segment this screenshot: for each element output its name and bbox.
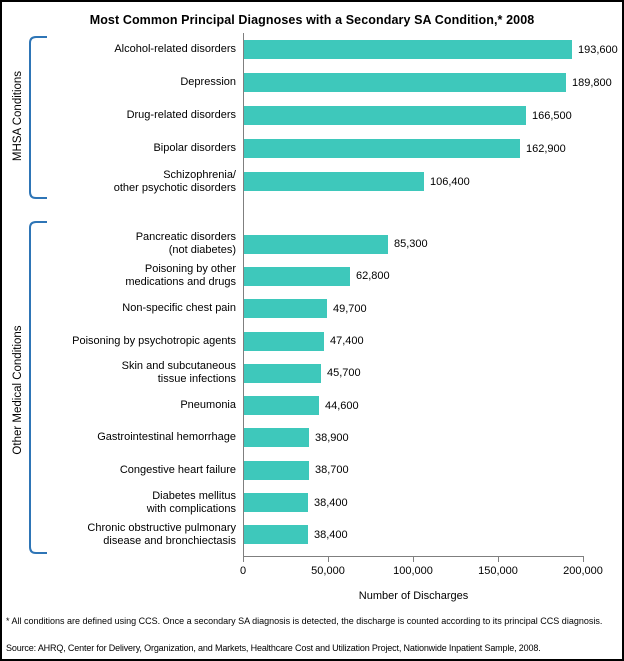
value-label: 62,800 (356, 270, 390, 283)
bar (243, 428, 309, 448)
value-label: 38,700 (315, 464, 349, 477)
value-label: 162,900 (526, 142, 566, 155)
bar-zone: 193,600 (243, 33, 622, 66)
bar-zone: 47,400 (243, 325, 622, 357)
bar-zone: 38,900 (243, 422, 622, 454)
category-label: Chronic obstructive pulmonary disease an… (87, 521, 236, 547)
bar-row: Non-specific chest pain 49,700 (2, 293, 622, 325)
other-medical-bar-group: Pancreatic disorders (not diabetes) 85,30… (2, 228, 622, 551)
bar-row: Drug-related disorders 166,500 (2, 99, 622, 132)
source-note: Source: AHRQ, Center for Delivery, Organ… (6, 643, 541, 653)
x-axis-tick (328, 557, 329, 562)
bar (243, 40, 572, 59)
bar-row: Alcohol-related disorders 193,600 (2, 33, 622, 66)
category-label: Diabetes mellitus with complications (146, 489, 236, 515)
value-label: 45,700 (327, 367, 361, 380)
x-axis: 0 50,000 100,000 150,000 200,000 (240, 556, 603, 586)
value-label: 85,300 (394, 238, 428, 251)
x-axis-tick (583, 557, 584, 562)
footnote: * All conditions are defined using CCS. … (6, 616, 603, 626)
bar (243, 234, 388, 254)
bar (243, 299, 327, 319)
bar (243, 525, 308, 545)
bar-row: Chronic obstructive pulmonary disease an… (2, 519, 622, 551)
bar (243, 363, 321, 383)
x-axis-tick-label: 0 (239, 565, 247, 577)
category-label: Schizophrenia/ other psychotic disorders (113, 168, 236, 194)
bar-zone: 44,600 (243, 389, 622, 421)
value-label: 49,700 (333, 302, 367, 315)
value-label: 189,800 (572, 76, 612, 89)
bar (243, 106, 526, 125)
bar-row: Congestive heart failure 38,700 (2, 454, 622, 486)
bar-zone: 49,700 (243, 293, 622, 325)
bar (243, 73, 566, 92)
x-axis-tick (243, 557, 244, 562)
x-axis-title: Number of Discharges (358, 590, 469, 602)
bar-zone: 189,800 (243, 66, 622, 99)
x-axis-tick-label: 150,000 (478, 565, 518, 577)
bar-row: Schizophrenia/ other psychotic disorders… (2, 165, 622, 198)
bar-row: Pneumonia 44,600 (2, 389, 622, 421)
bar-row: Poisoning by other medications and drugs… (2, 260, 622, 292)
mhsa-group-bracket (29, 36, 47, 199)
category-label: Depression (180, 76, 236, 89)
value-label: 193,600 (578, 43, 618, 56)
bar-zone: 62,800 (243, 260, 622, 292)
value-label: 38,400 (314, 496, 348, 509)
category-label: Drug-related disorders (126, 109, 236, 122)
category-label: Bipolar disorders (153, 142, 236, 155)
category-label: Gastrointestinal hemorrhage (97, 431, 236, 444)
mhsa-bar-group: Alcohol-related disorders 193,600 Depressi… (2, 33, 622, 198)
bar-zone: 38,400 (243, 486, 622, 518)
category-label: Alcohol-related disorders (114, 43, 236, 56)
bar-row: Diabetes mellitus with complications 38,4… (2, 486, 622, 518)
y-axis-line (243, 33, 244, 556)
bar-zone: 162,900 (243, 132, 622, 165)
bar (243, 396, 319, 416)
x-axis-tick-label: 50,000 (311, 565, 345, 577)
category-label: Poisoning by psychotropic agents (72, 334, 236, 347)
bar-zone: 85,300 (243, 228, 622, 260)
x-axis-tick-label: 100,000 (393, 565, 433, 577)
bar (243, 460, 309, 480)
value-label: 106,400 (430, 175, 470, 188)
bar (243, 266, 350, 286)
bar-row: Depression 189,800 (2, 66, 622, 99)
bar-zone: 38,700 (243, 454, 622, 486)
bar (243, 139, 520, 158)
x-axis-tick (498, 557, 499, 562)
bar-row: Skin and subcutaneous tissue infections 4… (2, 357, 622, 389)
category-label: Congestive heart failure (119, 463, 236, 476)
x-axis-tick (413, 557, 414, 562)
chart-title: Most Common Principal Diagnoses with a S… (89, 13, 535, 27)
bar (243, 172, 424, 191)
bar-zone: 106,400 (243, 165, 622, 198)
bar-row: Pancreatic disorders (not diabetes) 85,30… (2, 228, 622, 260)
other-medical-group-bracket (29, 221, 47, 554)
bar-zone: 166,500 (243, 99, 622, 132)
bar-row: Gastrointestinal hemorrhage 38,900 (2, 422, 622, 454)
bar-row: Poisoning by psychotropic agents 47,400 (2, 325, 622, 357)
category-label: Poisoning by other medications and drugs (125, 263, 236, 289)
x-axis-tick-label: 200,000 (563, 565, 603, 577)
bar-row: Bipolar disorders 162,900 (2, 132, 622, 165)
category-label: Skin and subcutaneous tissue infections (121, 360, 236, 386)
category-label: Pancreatic disorders (not diabetes) (135, 231, 236, 257)
bar (243, 331, 324, 351)
value-label: 47,400 (330, 335, 364, 348)
category-label: Pneumonia (180, 399, 236, 412)
bar-zone: 38,400 (243, 519, 622, 551)
bar (243, 493, 308, 513)
value-label: 44,600 (325, 399, 359, 412)
value-label: 38,400 (314, 528, 348, 541)
category-label: Non-specific chest pain (122, 302, 236, 315)
value-label: 38,900 (315, 431, 349, 444)
bar-zone: 45,700 (243, 357, 622, 389)
value-label: 166,500 (532, 109, 572, 122)
